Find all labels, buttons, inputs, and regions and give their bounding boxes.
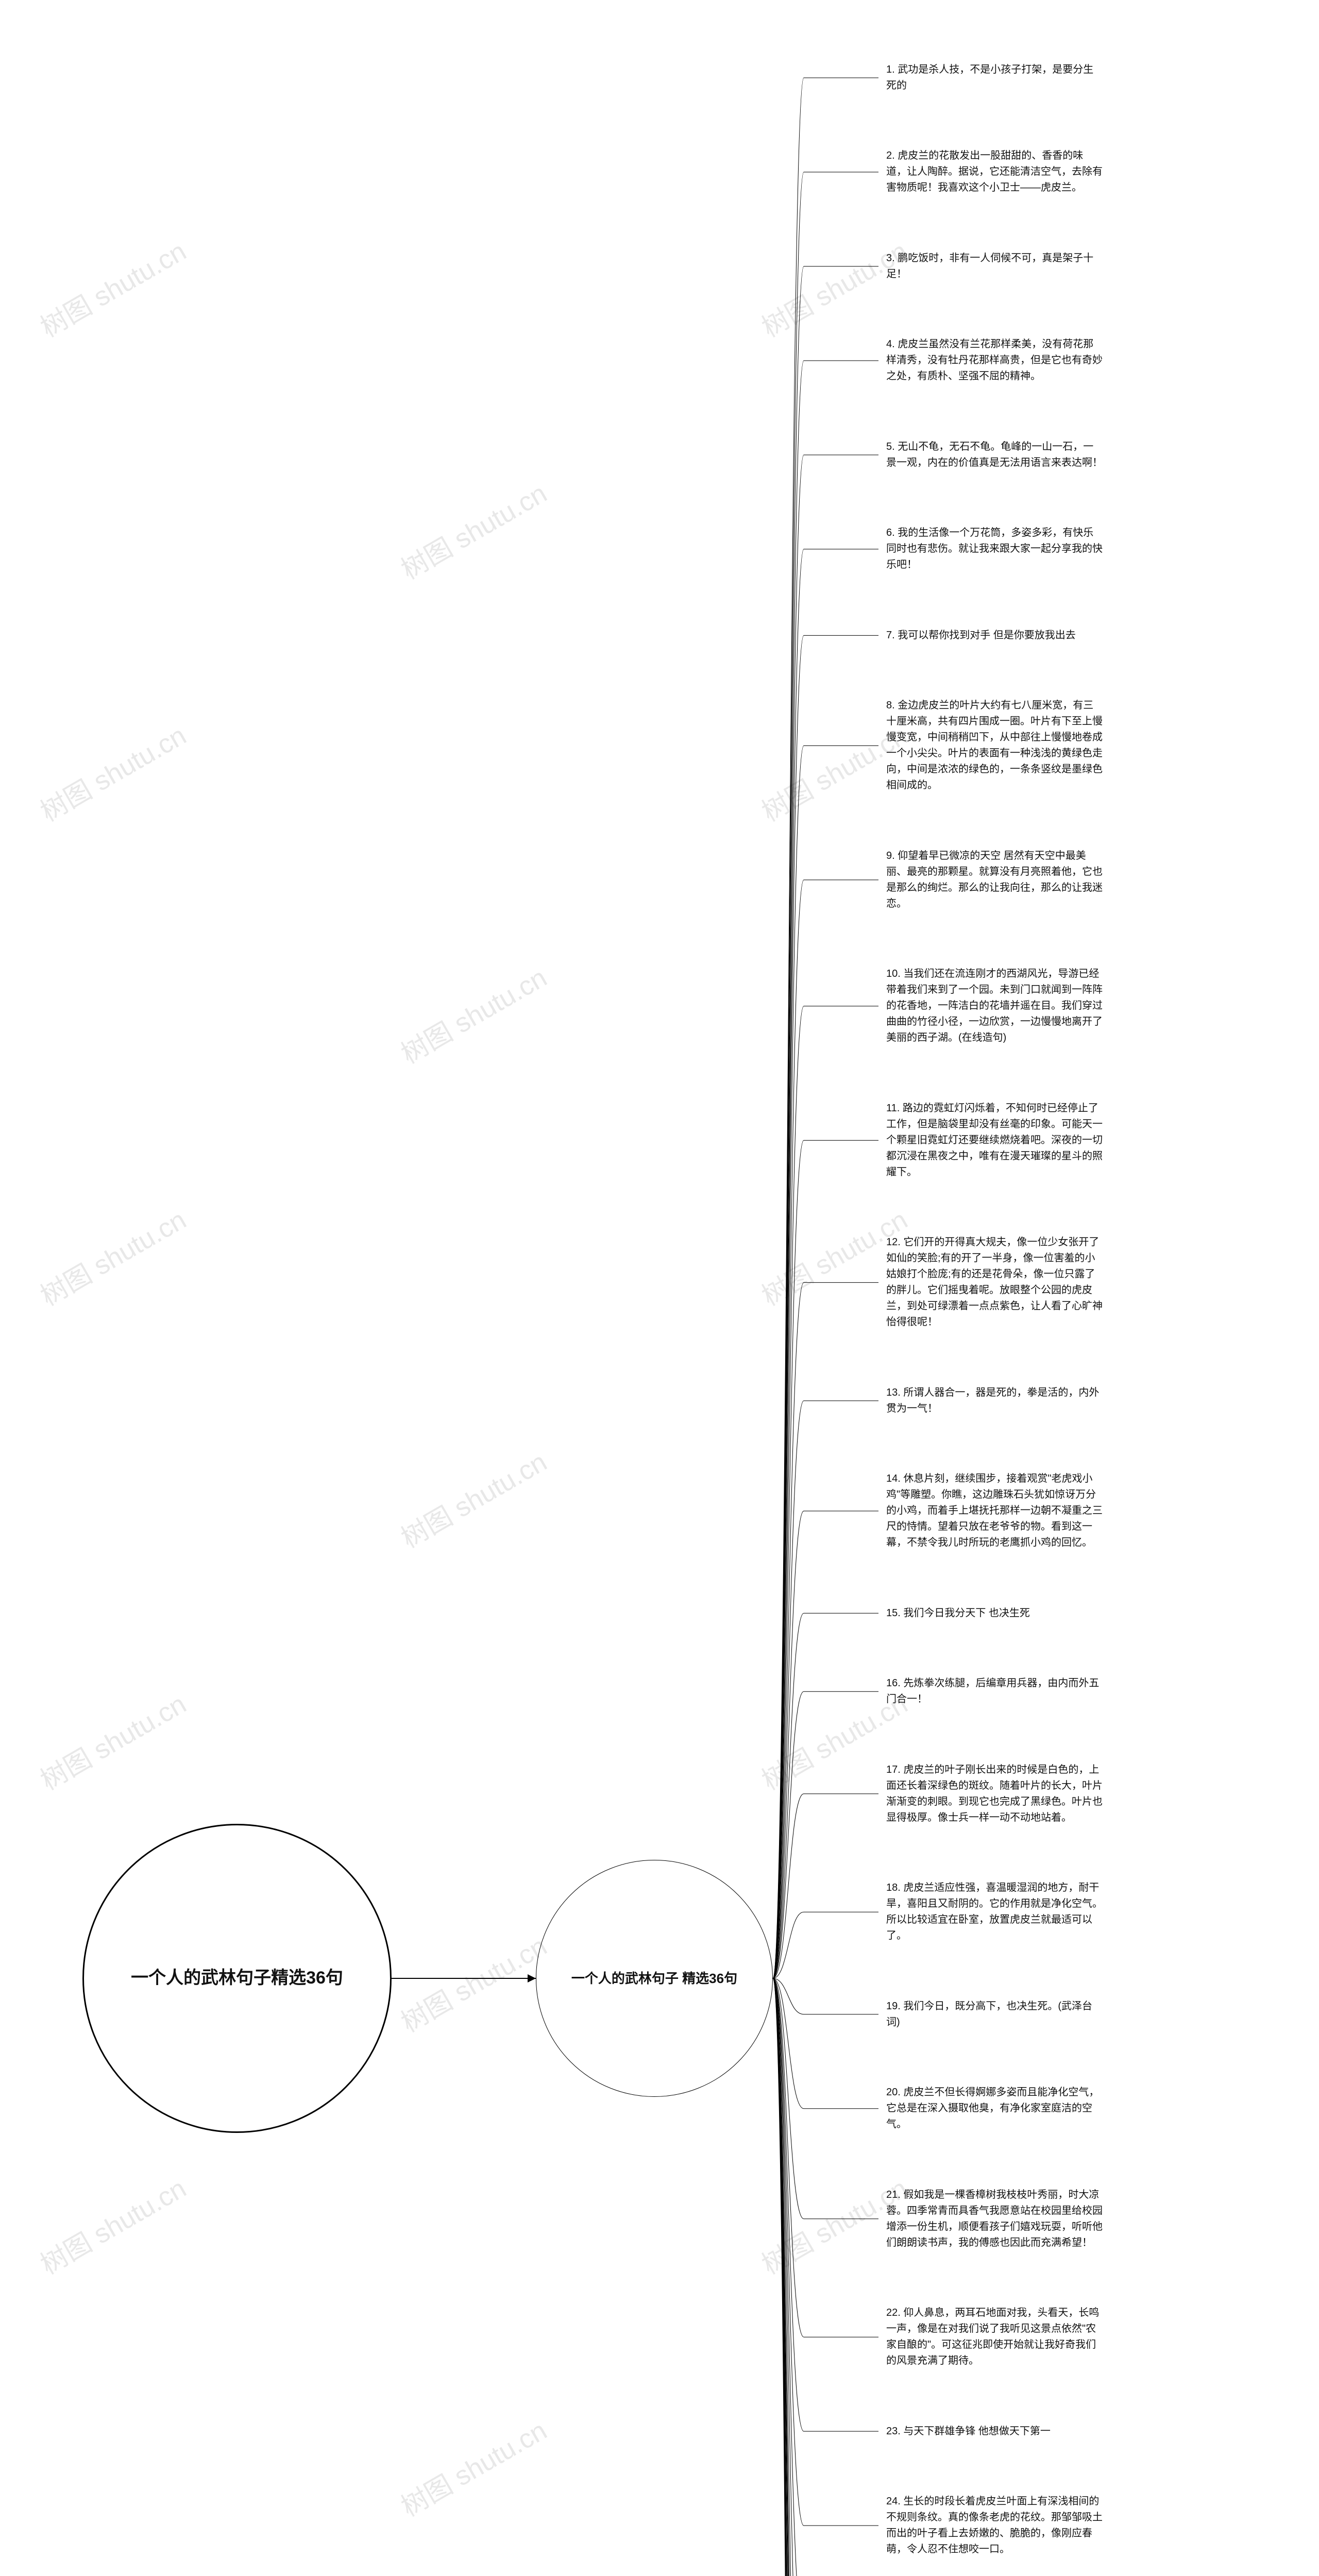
leaf-item: 21. 假如我是一棵香樟树我枝枝叶秀丽，时大凉蓉。四季常青而具香气我愿意站在校园… — [886, 2187, 1103, 2251]
leaf-item: 1. 武功是杀人技，不是小孩子打架，是要分生死的 — [886, 62, 1103, 94]
leaf-item: 4. 虎皮兰虽然没有兰花那样柔美，没有荷花那样清秀，没有牡丹花那样高贵，但是它也… — [886, 336, 1103, 384]
leaf-item: 5. 无山不龟，无石不龟。龟峰的一山一石，一景一观，内在的价值真是无法用语言来表… — [886, 439, 1103, 471]
leaf-item: 2. 虎皮兰的花散发出一股甜甜的、香香的味道，让人陶醉。据说，它还能清洁空气，去… — [886, 148, 1103, 196]
leaf-item: 11. 路边的霓虹灯闪烁着，不知何时已经停止了工作，但是脑袋里却没有丝毫的印象。… — [886, 1100, 1103, 1180]
root-node-circle: 一个人的武林句子精选36句 — [82, 1824, 392, 2133]
leaf-item: 18. 虎皮兰适应性强，喜温暖湿润的地方，耐干旱，喜阳且又耐阴的。它的作用就是净… — [886, 1880, 1103, 1944]
leaf-item: 3. 鹏吃饭时，非有一人伺候不可，真是架子十足！ — [886, 250, 1103, 282]
connectors-svg — [0, 0, 1319, 2576]
leaf-item: 10. 当我们还在流连刚才的西湖风光，导游已经带着我们来到了一个园。未到门口就闻… — [886, 966, 1103, 1046]
leaf-item: 7. 我可以帮你找到对手 但是你要放我出去 — [886, 628, 1103, 643]
leaf-item: 24. 生长的时段长着虎皮兰叶面上有深浅相间的不规则条纹。真的像条老虎的花纹。那… — [886, 2494, 1103, 2557]
leaf-item: 8. 金边虎皮兰的叶片大约有七八厘米宽，有三十厘米高，共有四片围成一圈。叶片有下… — [886, 698, 1103, 793]
mid-node-circle: 一个人的武林句子 精选36句 — [536, 1860, 773, 2097]
leaf-item: 9. 仰望着早已微凉的天空 居然有天空中最美丽、最亮的那颗星。就算没有月亮照着他… — [886, 848, 1103, 912]
leaf-item: 12. 它们开的开得真大规夫，像一位少女张开了如仙的笑脸;有的开了一半身，像一位… — [886, 1234, 1103, 1330]
leaf-item: 6. 我的生活像一个万花筒，多姿多彩，有快乐同时也有悲伤。就让我来跟大家一起分享… — [886, 525, 1103, 573]
leaf-item: 20. 虎皮兰不但长得婀娜多姿而且能净化空气，它总是在深入摄取他臭，有净化家室庭… — [886, 2084, 1103, 2132]
leaf-item: 19. 我们今日，既分高下，也决生死。(武泽台词) — [886, 1998, 1103, 2030]
leaf-item: 13. 所谓人器合一，器是死的，拳是活的，内外贯为一气！ — [886, 1385, 1103, 1417]
leaf-item: 16. 先炼拳次练腿，后编章用兵器，由内而外五门合一！ — [886, 1675, 1103, 1707]
leaf-item: 22. 仰人鼻息，两耳石地面对我，头看天，长鸣一声，像是在对我们说了我听见这景点… — [886, 2305, 1103, 2369]
mid-node-label: 一个人的武林句子 精选36句 — [571, 1969, 737, 1988]
leaf-item: 17. 虎皮兰的叶子刚长出来的时候是白色的，上面还长着深绿色的斑纹。随着叶片的长… — [886, 1762, 1103, 1826]
leaf-item: 14. 休息片刻，继续围步，接着观赏"老虎戏小鸡"等雕塑。你瞧，这边雕珠石头犹如… — [886, 1471, 1103, 1551]
leaf-item: 15. 我们今日我分天下 也决生死 — [886, 1605, 1103, 1621]
page-root: 树图 shutu.cn树图 shutu.cn树图 shutu.cn树图 shut… — [0, 0, 1319, 2576]
root-node-label: 一个人的武林句子精选36句 — [131, 1966, 343, 1991]
leaf-item: 23. 与天下群雄争锋 他想做天下第一 — [886, 2424, 1103, 2439]
